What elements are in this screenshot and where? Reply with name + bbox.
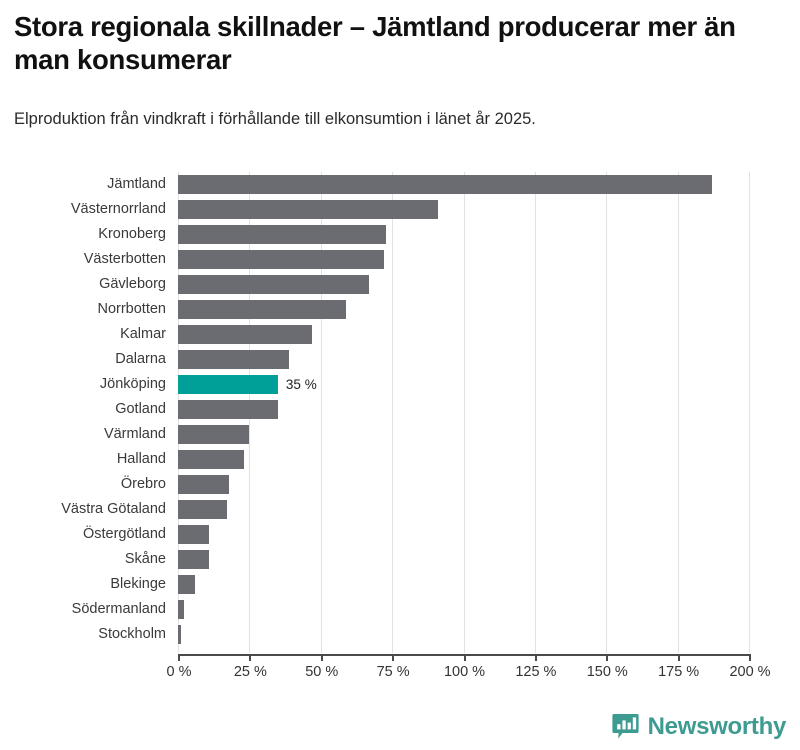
newsworthy-bar-chart-bubble-icon: [612, 713, 639, 740]
bar[interactable]: [178, 225, 387, 244]
bar-row: [178, 447, 749, 472]
x-axis-tick-label: 0 %: [166, 664, 192, 680]
tick-mark: [249, 654, 252, 661]
y-axis-label: Västernorrland: [70, 201, 166, 217]
bar-rows: 35 %: [178, 172, 749, 647]
bar-row: [178, 322, 749, 347]
y-axis-label: Värmland: [103, 426, 166, 442]
bar-row: [178, 497, 749, 522]
bar-row: [178, 522, 749, 547]
bar[interactable]: [178, 600, 184, 619]
bar-row: [178, 547, 749, 572]
x-axis-tick-label: 200 %: [729, 664, 771, 680]
x-axis-tick-label: 75 %: [376, 664, 410, 680]
bar[interactable]: [178, 450, 244, 469]
bar-chart: 35 %: [0, 172, 800, 662]
y-axis-label: Kalmar: [120, 326, 166, 342]
bar[interactable]: [178, 250, 384, 269]
y-axis-label: Västerbotten: [83, 251, 166, 267]
bar[interactable]: [178, 375, 278, 394]
bar-row: [178, 422, 749, 447]
bar[interactable]: [178, 425, 250, 444]
bar[interactable]: [178, 350, 290, 369]
y-axis-label: Blekinge: [110, 576, 166, 592]
bar[interactable]: [178, 525, 210, 544]
x-axis-tick-label: 25 %: [233, 664, 267, 680]
bar[interactable]: [178, 625, 181, 644]
bar[interactable]: [178, 575, 196, 594]
plot-area: 35 %: [178, 172, 750, 653]
bar-row: 35 %: [178, 372, 749, 397]
bar[interactable]: [178, 500, 227, 519]
bar-row: [178, 472, 749, 497]
y-axis-label: Västra Götaland: [61, 501, 166, 517]
bar-value-label: 35 %: [285, 377, 317, 392]
bar-row: [178, 347, 749, 372]
bar-row: [178, 622, 749, 647]
tick-mark: [392, 654, 395, 661]
brand-name: Newsworthy: [647, 712, 787, 740]
y-axis-label: Jönköping: [99, 376, 166, 392]
y-axis-label: Östergötland: [82, 526, 166, 542]
y-axis-labels: Jämtland Västernorrland Kronoberg Västerbot…: [0, 172, 172, 653]
y-axis-label: Södermanland: [71, 601, 166, 617]
y-axis-label: Norrbotten: [97, 301, 166, 317]
bar-row: [178, 247, 749, 272]
y-axis-label: Stockholm: [98, 626, 166, 642]
bar-row: [178, 272, 749, 297]
tick-mark: [463, 654, 466, 661]
chart-subtitle: Elproduktion från vindkraft i förhålland…: [14, 109, 536, 128]
x-axis-tick-label: 125 %: [515, 664, 557, 680]
bar-row: [178, 297, 749, 322]
bar-row: [178, 397, 749, 422]
bar-row: [178, 172, 749, 197]
bar[interactable]: [178, 400, 278, 419]
footer: Newsworthy: [612, 713, 786, 740]
x-axis-tick-label: 150 %: [586, 664, 628, 680]
tick-mark: [677, 654, 680, 661]
bar-row: [178, 597, 749, 622]
y-axis-label: Gävleborg: [99, 276, 166, 292]
tick-mark: [606, 654, 609, 661]
bar[interactable]: [178, 550, 210, 569]
bar[interactable]: [178, 275, 370, 294]
bar[interactable]: [178, 200, 438, 219]
bar[interactable]: [178, 175, 712, 194]
y-axis-label: Dalarna: [115, 351, 166, 367]
tick-mark: [320, 654, 323, 661]
tick-mark: [534, 654, 537, 661]
page-title: Stora regionala skillnader – Jämtland pr…: [14, 11, 736, 76]
y-axis-label: Skåne: [124, 551, 166, 567]
bar-row: [178, 572, 749, 597]
bar-row: [178, 197, 749, 222]
y-axis-label: Gotland: [115, 401, 166, 417]
y-axis-label: Jämtland: [107, 176, 166, 192]
x-axis-ticks: 0 % 25 % 50 % 75 % 100 % 125 % 150 % 175 % 200 %: [0, 654, 800, 694]
x-axis-tick-label: 175 %: [658, 664, 700, 680]
y-axis-label: Kronoberg: [98, 226, 166, 242]
gridline: [749, 172, 750, 653]
tick-mark: [178, 654, 180, 661]
x-axis-tick-label: 100 %: [443, 664, 486, 680]
y-axis-label: Örebro: [120, 476, 166, 492]
tick-mark: [749, 654, 751, 661]
x-axis-tick-label: 50 %: [305, 664, 339, 680]
bar[interactable]: [178, 475, 230, 494]
chart-header: Stora regionala skillnader – Jämtland pr…: [0, 0, 800, 129]
y-axis-label: Halland: [116, 451, 166, 467]
bar[interactable]: [178, 300, 347, 319]
bar[interactable]: [178, 325, 313, 344]
bar-row: [178, 222, 749, 247]
